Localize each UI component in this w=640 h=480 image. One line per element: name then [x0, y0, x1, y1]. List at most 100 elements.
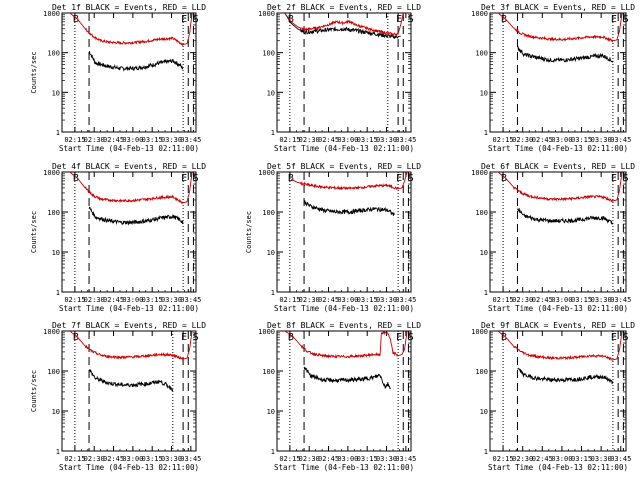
y-tick-label: 10: [267, 408, 275, 416]
y-tick-label: 1000: [43, 328, 60, 336]
interval-marker-S: S: [193, 173, 199, 184]
x-tick-label: 03:00: [337, 296, 358, 304]
chart-panel-8: Det 8f BLACK = Events, RED = LLD 1 10 100 10…: [258, 321, 421, 472]
lld-series-line: [497, 171, 623, 203]
y-axis-label: Counts/sec: [30, 51, 38, 93]
y-tick-label: 1000: [258, 10, 275, 18]
chart-panel-1: Det 1f BLACK = Events, RED = LLD 1 10 100 10…: [30, 3, 206, 153]
x-tick-label: 02:15: [279, 296, 300, 304]
events-series-line: [303, 366, 391, 390]
interval-marker-S: S: [623, 173, 629, 184]
interval-marker-B: B: [73, 332, 79, 343]
y-tick-label: 10: [480, 89, 488, 97]
x-tick-label: 02:15: [64, 455, 85, 463]
chart-panel-4: Det 4f BLACK = Events, RED = LLD 1 10 100 10…: [30, 162, 206, 313]
interval-marker-E: E: [611, 14, 617, 25]
y-tick-label: 10: [52, 89, 60, 97]
y-tick-label: 1: [271, 129, 275, 137]
interval-marker-E: E: [611, 332, 617, 343]
x-tick-label: 02:30: [84, 136, 105, 144]
plot-frame: [61, 330, 197, 452]
chart-title: Det 6f BLACK = Events, RED = LLD: [481, 162, 635, 171]
y-tick-label: 10: [52, 408, 60, 416]
chart-title: Det 5f BLACK = Events, RED = LLD: [267, 162, 421, 171]
x-tick-label: 03:15: [357, 455, 378, 463]
x-tick-label: 03:00: [551, 296, 572, 304]
plot-frame: [276, 330, 412, 452]
x-axis-label: Start Time (04-Feb-13 02:11:00): [274, 144, 414, 153]
lld-series-line: [69, 330, 193, 362]
events-series-line: [88, 369, 174, 392]
x-tick-label: 03:00: [551, 136, 572, 144]
interval-marker-S: S: [623, 14, 629, 25]
chart-panel-2: Det 2f BLACK = Events, RED = LLD 1 10 100 10…: [258, 3, 421, 153]
x-tick-label: 03:45: [610, 136, 631, 144]
x-tick-label: 03:15: [142, 455, 163, 463]
x-axis-label: Start Time (04-Feb-13 02:11:00): [274, 304, 414, 313]
y-tick-label: 1000: [43, 169, 60, 177]
y-tick-label: 100: [475, 50, 488, 58]
x-tick-label: 03:15: [142, 136, 163, 144]
x-tick-label: 03:30: [161, 455, 182, 463]
plot-frame: [61, 12, 197, 133]
x-tick-label: 02:15: [64, 136, 85, 144]
plot-frame: [489, 171, 627, 293]
x-tick-label: 03:30: [161, 136, 182, 144]
plot-frame: [276, 171, 412, 293]
plot-frame: [61, 171, 197, 293]
y-tick-label: 1: [484, 129, 488, 137]
x-axis-label: Start Time (04-Feb-13 02:11:00): [59, 304, 199, 313]
interval-marker-B: B: [288, 173, 294, 184]
y-tick-label: 100: [262, 50, 275, 58]
interval-marker-E: E: [396, 332, 402, 343]
events-series-line: [517, 367, 614, 385]
x-tick-label: 03:15: [357, 296, 378, 304]
y-tick-label: 1: [56, 448, 60, 456]
lld-series-line: [290, 171, 408, 191]
x-tick-label: 02:30: [299, 455, 320, 463]
chart-title: Det 8f BLACK = Events, RED = LLD: [267, 321, 421, 330]
x-axis-label: Start Time (04-Feb-13 02:11:00): [59, 144, 199, 153]
interval-marker-S: S: [408, 173, 414, 184]
interval-marker-E: E: [611, 173, 617, 184]
x-tick-label: 03:15: [571, 136, 592, 144]
interval-marker-E: E: [396, 173, 402, 184]
interval-marker-B: B: [501, 173, 507, 184]
x-tick-label: 02:15: [279, 455, 300, 463]
x-tick-label: 03:30: [591, 296, 612, 304]
y-tick-label: 10: [480, 408, 488, 416]
chart-title: Det 2f BLACK = Events, RED = LLD: [267, 3, 421, 12]
x-tick-label: 03:45: [395, 296, 416, 304]
interval-marker-B: B: [73, 173, 79, 184]
lld-series-line: [497, 12, 623, 43]
chart-panel-3: Det 3f BLACK = Events, RED = LLD 1 10 100 10…: [471, 3, 635, 153]
x-tick-label: 03:30: [376, 296, 397, 304]
y-tick-label: 100: [475, 368, 488, 376]
x-axis-label: Start Time (04-Feb-13 02:11:00): [274, 463, 414, 472]
x-tick-label: 02:45: [532, 455, 553, 463]
x-tick-label: 02:15: [493, 455, 514, 463]
x-tick-label: 02:45: [103, 296, 124, 304]
interval-marker-E: E: [181, 332, 187, 343]
x-tick-label: 03:15: [571, 455, 592, 463]
x-tick-label: 02:15: [64, 296, 85, 304]
x-tick-label: 03:00: [337, 136, 358, 144]
y-axis-label: Counts/sec: [245, 211, 253, 253]
x-tick-label: 03:30: [161, 296, 182, 304]
interval-marker-B: B: [501, 332, 507, 343]
chart-panel-7: Det 7f BLACK = Events, RED = LLD 1 10 100 10…: [30, 321, 206, 472]
y-tick-label: 1: [484, 289, 488, 297]
x-tick-label: 02:15: [493, 296, 514, 304]
interval-marker-S: S: [408, 14, 414, 25]
interval-marker-S: S: [193, 332, 199, 343]
x-tick-label: 03:00: [122, 455, 143, 463]
x-tick-label: 02:45: [318, 296, 339, 304]
events-series-line: [303, 200, 395, 216]
x-tick-label: 03:45: [395, 136, 416, 144]
plot-frame: [489, 330, 627, 452]
y-tick-label: 1000: [43, 10, 60, 18]
y-tick-label: 10: [52, 249, 60, 257]
x-tick-label: 03:30: [591, 455, 612, 463]
y-tick-label: 100: [47, 368, 60, 376]
